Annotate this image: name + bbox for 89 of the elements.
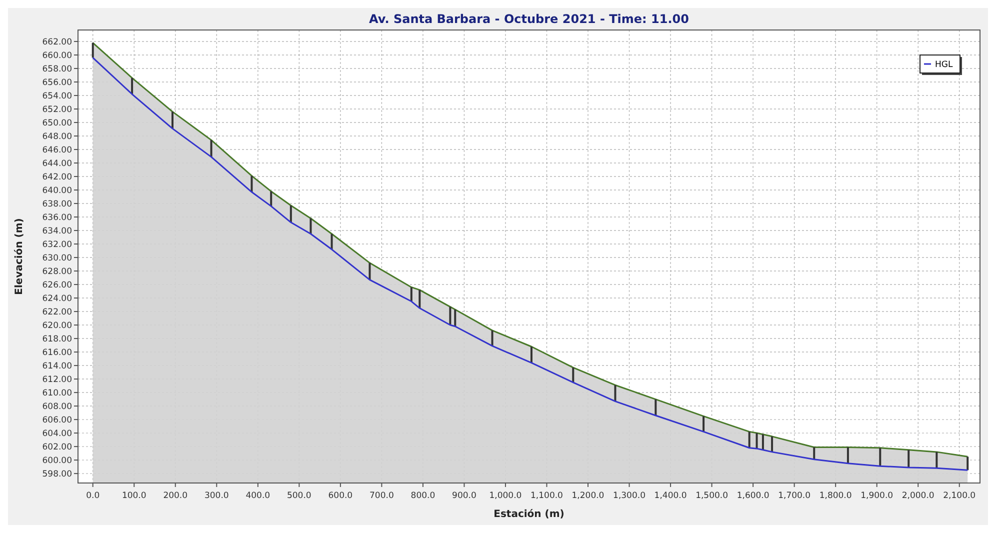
bar bbox=[879, 448, 882, 466]
chart-title: Av. Santa Barbara - Octubre 2021 - Time: 11.00 bbox=[369, 12, 689, 26]
x-tick-label: 1,100.0 bbox=[530, 491, 563, 501]
x-tick-label: 200.0 bbox=[163, 491, 188, 501]
y-tick-label: 640.00 bbox=[42, 186, 72, 196]
bar bbox=[270, 191, 272, 206]
bar bbox=[748, 432, 750, 448]
x-tick-label: 2,000.0 bbox=[902, 491, 934, 501]
y-tick-label: 624.00 bbox=[42, 294, 72, 304]
x-tick-label: 600.0 bbox=[328, 491, 353, 501]
x-tick-label: 1,300.0 bbox=[613, 491, 646, 501]
x-tick-label: 2,100.0 bbox=[943, 491, 976, 501]
x-tick-label: 300.0 bbox=[204, 491, 229, 501]
x-tick-label: 500.0 bbox=[286, 491, 312, 501]
y-axis-title: Elevación (m) bbox=[14, 218, 25, 295]
y-tick-label: 638.00 bbox=[42, 199, 72, 210]
y-tick-label: 648.00 bbox=[42, 132, 72, 142]
x-tick-label: 1,000.0 bbox=[489, 491, 522, 501]
bar bbox=[936, 452, 938, 468]
y-tick-label: 644.00 bbox=[42, 158, 72, 169]
y-tick-label: 656.00 bbox=[42, 78, 72, 88]
bar bbox=[250, 176, 253, 192]
y-tick-label: 626.00 bbox=[42, 280, 72, 290]
y-tick-label: 654.00 bbox=[42, 91, 72, 102]
x-axis-title: Estación (m) bbox=[494, 509, 564, 520]
bar bbox=[310, 218, 312, 234]
bar bbox=[771, 436, 774, 452]
x-tick-label: 1,200.0 bbox=[572, 491, 604, 501]
bar bbox=[756, 433, 758, 449]
bar bbox=[410, 287, 412, 302]
y-tick-label: 628.00 bbox=[42, 266, 72, 277]
x-tick-label: 100.0 bbox=[122, 491, 146, 501]
y-tick-label: 606.00 bbox=[42, 416, 72, 426]
y-tick-label: 618.00 bbox=[42, 334, 72, 344]
x-tick-label: 1,600.0 bbox=[736, 491, 770, 501]
x-tick-label: 800.0 bbox=[410, 491, 436, 501]
bar bbox=[368, 262, 371, 280]
y-tick-label: 612.00 bbox=[42, 375, 72, 386]
y-tick-label: 616.00 bbox=[42, 348, 72, 358]
y-tick-label: 658.00 bbox=[42, 64, 72, 74]
x-tick-label: 1,800.0 bbox=[819, 491, 852, 501]
bar bbox=[908, 450, 910, 468]
y-tick-label: 650.00 bbox=[42, 118, 72, 128]
bar bbox=[846, 447, 849, 464]
bar bbox=[454, 309, 456, 326]
x-tick-label: 0.0 bbox=[86, 491, 100, 501]
bar bbox=[491, 330, 494, 346]
bar bbox=[171, 112, 174, 129]
bar bbox=[762, 434, 764, 450]
y-tick-label: 652.00 bbox=[42, 104, 72, 115]
y-tick-label: 622.00 bbox=[42, 307, 72, 318]
bar bbox=[330, 234, 333, 250]
y-tick-label: 600.00 bbox=[42, 456, 72, 466]
y-tick-label: 634.00 bbox=[42, 226, 72, 236]
y-tick-label: 642.00 bbox=[42, 172, 72, 182]
x-tick-label: 400.0 bbox=[246, 491, 270, 501]
y-tick-label: 630.00 bbox=[42, 253, 72, 264]
bar bbox=[813, 447, 816, 460]
x-tick-label: 700.0 bbox=[370, 491, 394, 501]
x-tick-label: 1,900.0 bbox=[860, 491, 894, 501]
y-tick-label: 632.00 bbox=[42, 240, 72, 250]
y-tick-label: 604.00 bbox=[42, 429, 72, 440]
legend-label: HGL bbox=[935, 60, 953, 70]
bar bbox=[966, 456, 969, 470]
bar bbox=[654, 399, 657, 416]
bar bbox=[614, 385, 616, 402]
bar bbox=[418, 290, 421, 308]
bar bbox=[131, 78, 134, 94]
bar bbox=[290, 206, 292, 222]
bar bbox=[210, 140, 212, 157]
y-tick-label: 662.00 bbox=[42, 37, 72, 48]
bar bbox=[572, 368, 574, 382]
x-tick-label: 1,700.0 bbox=[778, 491, 811, 501]
y-tick-label: 614.00 bbox=[42, 362, 72, 372]
y-tick-label: 646.00 bbox=[42, 145, 72, 156]
y-tick-label: 610.00 bbox=[42, 388, 72, 399]
y-tick-label: 602.00 bbox=[42, 442, 72, 453]
y-tick-label: 620.00 bbox=[42, 321, 72, 331]
x-tick-label: 900.0 bbox=[452, 491, 476, 501]
bar bbox=[92, 42, 94, 58]
bar bbox=[530, 346, 532, 363]
bar bbox=[449, 306, 452, 326]
y-tick-label: 636.00 bbox=[42, 212, 72, 223]
y-tick-label: 598.00 bbox=[42, 470, 72, 480]
bar bbox=[702, 416, 705, 432]
x-tick-label: 1,500.0 bbox=[696, 491, 728, 501]
y-tick-label: 660.00 bbox=[42, 50, 72, 61]
x-tick-label: 1,400.0 bbox=[654, 491, 687, 501]
y-tick-label: 608.00 bbox=[42, 402, 72, 412]
